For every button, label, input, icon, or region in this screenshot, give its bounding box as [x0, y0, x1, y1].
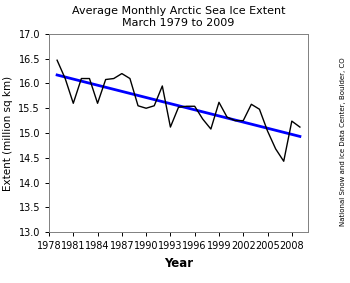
- X-axis label: Year: Year: [164, 257, 193, 270]
- Title: Average Monthly Arctic Sea Ice Extent
March 1979 to 2009: Average Monthly Arctic Sea Ice Extent Ma…: [72, 6, 285, 28]
- Text: National Snow and Ice Data Center, Boulder, CO: National Snow and Ice Data Center, Bould…: [340, 57, 345, 226]
- Y-axis label: Extent (million sq km): Extent (million sq km): [3, 76, 13, 190]
